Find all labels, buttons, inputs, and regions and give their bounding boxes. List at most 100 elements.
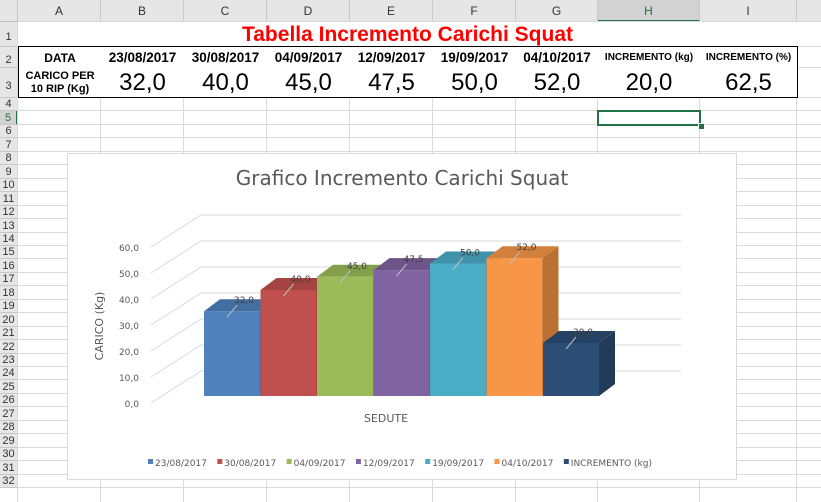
fill-handle[interactable] bbox=[698, 123, 705, 130]
cell-value-3[interactable]: 45,0 bbox=[267, 68, 351, 98]
row-header-27[interactable]: 27 bbox=[0, 407, 18, 421]
column-header-C[interactable]: C bbox=[184, 0, 267, 22]
row-header-11[interactable]: 11 bbox=[0, 192, 18, 206]
row-header-1[interactable]: 1 bbox=[0, 22, 18, 47]
row-header-23[interactable]: 23 bbox=[0, 354, 18, 367]
row-header-13[interactable]: 13 bbox=[0, 219, 18, 233]
cell-date-7[interactable]: INCREMENTO (kg) bbox=[598, 46, 701, 69]
legend-entry[interactable]: 19/09/2017 bbox=[432, 459, 484, 469]
cell-date-8[interactable]: INCREMENTO (%) bbox=[700, 46, 798, 69]
row-header-12[interactable]: 12 bbox=[0, 206, 18, 219]
row-header-17[interactable]: 17 bbox=[0, 273, 18, 286]
bar-side[interactable] bbox=[599, 331, 615, 396]
column-header-H[interactable]: H bbox=[598, 0, 700, 22]
column-header-E[interactable]: E bbox=[350, 0, 433, 22]
data-label: 40,0 bbox=[290, 275, 310, 285]
selected-cell-H5[interactable] bbox=[597, 110, 701, 126]
bar-top[interactable] bbox=[430, 251, 502, 264]
cell-value-8[interactable]: 62,5 bbox=[700, 68, 798, 98]
row-header-5[interactable]: 5 bbox=[0, 111, 18, 125]
gridline bbox=[150, 214, 681, 248]
bar-23/08/2017[interactable] bbox=[204, 311, 260, 396]
cell-value-7[interactable]: 20,0 bbox=[598, 68, 701, 98]
row-header-9[interactable]: 9 bbox=[0, 165, 18, 179]
column-header-I[interactable]: I bbox=[700, 0, 797, 22]
row-header-31[interactable]: 31 bbox=[0, 461, 18, 475]
x-axis-label: SEDUTE bbox=[364, 412, 408, 425]
bar-INCREMENTO (kg)[interactable] bbox=[543, 343, 599, 396]
cell-date-1[interactable]: 23/08/2017 bbox=[101, 46, 185, 69]
row-header-10[interactable]: 10 bbox=[0, 179, 18, 192]
bar-top[interactable] bbox=[486, 246, 559, 259]
column-header-F[interactable]: F bbox=[433, 0, 516, 22]
legend-swatch bbox=[286, 459, 292, 464]
data-label: 50,0 bbox=[460, 249, 480, 259]
cell-date-5[interactable]: 19/09/2017 bbox=[433, 46, 517, 69]
row-header-4[interactable]: 4 bbox=[0, 98, 18, 111]
column-header-D[interactable]: D bbox=[267, 0, 350, 22]
row-header-21[interactable]: 21 bbox=[0, 327, 18, 340]
gridline bbox=[18, 124, 821, 125]
column-header-A[interactable]: A bbox=[18, 0, 101, 22]
row-header-3[interactable]: 3 bbox=[0, 68, 18, 98]
bar-top[interactable] bbox=[260, 278, 333, 290]
bar-04/09/2017[interactable] bbox=[317, 276, 373, 396]
chart[interactable]: Grafico Incremento Carichi Squat 0,0 10,0 2… bbox=[67, 153, 737, 480]
data-label: 52,0 bbox=[516, 243, 536, 253]
row-header-8[interactable]: 8 bbox=[0, 152, 18, 165]
row-header-7[interactable]: 7 bbox=[0, 138, 18, 152]
data-label-leader bbox=[565, 336, 577, 350]
cell-value-6[interactable]: 52,0 bbox=[516, 68, 599, 98]
select-all-corner[interactable] bbox=[0, 0, 18, 22]
bar-30/08/2017[interactable] bbox=[260, 290, 317, 396]
row-header-6[interactable]: 6 bbox=[0, 125, 18, 138]
legend-entry[interactable]: 30/08/2017 bbox=[224, 459, 276, 469]
cell-A3[interactable]: CARICO PER 10 RIP (Kg) bbox=[18, 68, 102, 98]
bar-top[interactable] bbox=[373, 258, 446, 271]
row-header-32[interactable]: 32 bbox=[0, 475, 18, 488]
cell-A2[interactable]: DATA bbox=[18, 46, 102, 69]
row-header-19[interactable]: 19 bbox=[0, 300, 18, 313]
bar-04/10/2017[interactable] bbox=[486, 258, 543, 396]
cell-value-1[interactable]: 32,0 bbox=[101, 68, 185, 98]
cell-date-3[interactable]: 04/09/2017 bbox=[267, 46, 351, 69]
legend-entry[interactable]: 04/09/2017 bbox=[294, 459, 346, 469]
data-label-leader bbox=[509, 251, 520, 265]
column-header-G[interactable]: G bbox=[516, 0, 598, 22]
row-header-18[interactable]: 18 bbox=[0, 286, 18, 300]
bar-top[interactable] bbox=[204, 299, 276, 312]
data-label-leader bbox=[226, 304, 238, 318]
row-header-24[interactable]: 24 bbox=[0, 367, 18, 380]
row-header-26[interactable]: 26 bbox=[0, 394, 18, 407]
cell-date-6[interactable]: 04/10/2017 bbox=[516, 46, 599, 69]
cell-date-4[interactable]: 12/09/2017 bbox=[350, 46, 434, 69]
cell-date-2[interactable]: 30/08/2017 bbox=[184, 46, 268, 69]
row-header-20[interactable]: 20 bbox=[0, 313, 18, 327]
bar-19/09/2017[interactable] bbox=[430, 263, 486, 397]
gridline bbox=[18, 151, 821, 152]
gridline bbox=[17, 22, 18, 502]
row-header-30[interactable]: 30 bbox=[0, 448, 18, 461]
row-header-16[interactable]: 16 bbox=[0, 259, 18, 273]
cell-value-4[interactable]: 47,5 bbox=[350, 68, 434, 98]
bar-12/09/2017[interactable] bbox=[373, 270, 430, 396]
bar-top[interactable] bbox=[317, 264, 389, 277]
row-header-29[interactable]: 29 bbox=[0, 434, 18, 448]
row-header-15[interactable]: 15 bbox=[0, 246, 18, 259]
legend-entry[interactable]: 04/10/2017 bbox=[502, 459, 554, 469]
legend-entry[interactable]: 12/09/2017 bbox=[363, 459, 415, 469]
legend-swatch bbox=[217, 459, 223, 464]
column-header-B[interactable]: B bbox=[101, 0, 184, 22]
cell-value-5[interactable]: 50,0 bbox=[433, 68, 517, 98]
legend-entry[interactable]: 23/08/2017 bbox=[155, 459, 207, 469]
legend-entry[interactable]: INCREMENTO (kg) bbox=[571, 459, 652, 469]
column-header-J[interactable] bbox=[797, 0, 821, 22]
cell-value-2[interactable]: 40,0 bbox=[184, 68, 268, 98]
row-header-2[interactable]: 2 bbox=[0, 47, 18, 68]
data-label-leader bbox=[283, 283, 294, 297]
row-header-25[interactable]: 25 bbox=[0, 380, 18, 394]
bar-top[interactable] bbox=[543, 331, 615, 343]
row-header-14[interactable]: 14 bbox=[0, 233, 18, 246]
row-header-22[interactable]: 22 bbox=[0, 340, 18, 354]
row-header-28[interactable]: 28 bbox=[0, 421, 18, 434]
